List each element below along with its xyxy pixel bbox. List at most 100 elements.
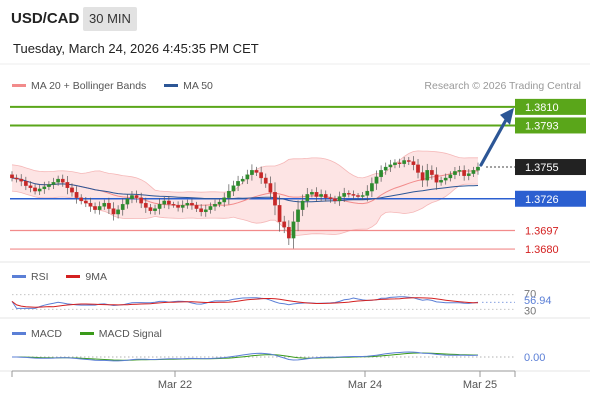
symbol-title: USD/CAD <box>11 10 80 27</box>
candle-body <box>259 172 263 179</box>
candle-body <box>60 178 65 183</box>
macd-line <box>12 351 479 362</box>
candle-body <box>383 166 388 171</box>
candle-body <box>88 202 93 207</box>
candle-body <box>263 177 268 184</box>
rsi-30-label: 30 <box>524 305 536 317</box>
legend-rsi-label: RSI <box>31 271 49 283</box>
candle-body <box>143 202 148 208</box>
candle-body <box>70 187 74 193</box>
timeframe-button[interactable]: 30 MIN <box>83 7 137 31</box>
candle-body <box>14 177 19 180</box>
candle-body <box>74 192 79 198</box>
candle-body <box>393 162 397 165</box>
resistance-label-box <box>515 117 586 134</box>
candle-body <box>227 190 231 198</box>
bollinger-band-area <box>12 150 478 236</box>
candle-body <box>439 180 443 183</box>
candle-body <box>319 194 323 197</box>
chart-header: USD/CAD 30 MIN Tuesday, March 24, 2026 4… <box>0 0 590 64</box>
candle-body <box>231 185 236 192</box>
candle-body <box>328 197 333 199</box>
candle-body <box>397 162 402 164</box>
candle-body <box>420 172 425 181</box>
candle-body <box>199 208 204 213</box>
candle-body <box>337 196 342 202</box>
candle-body <box>296 209 300 222</box>
candle-body <box>139 197 144 204</box>
candle-body <box>310 192 314 195</box>
candle-body <box>379 170 383 178</box>
rsi-70-label: 70 <box>524 289 536 301</box>
pivot-label: 1.3726 <box>525 194 559 206</box>
candle-body <box>434 174 439 183</box>
support-label: 1.3680 <box>525 244 559 256</box>
x-tick-label: Mar 22 <box>158 379 192 391</box>
candle-body <box>286 227 291 239</box>
candle-body <box>471 170 476 174</box>
candle-body <box>443 177 448 181</box>
candle-body <box>466 173 471 176</box>
legend-swatch-ma20 <box>12 83 26 87</box>
candle-body <box>93 206 97 210</box>
candle-body <box>370 183 374 192</box>
candle-body <box>351 194 356 196</box>
candle-body <box>51 182 56 185</box>
candle-body <box>153 208 157 211</box>
candle-body <box>425 170 430 181</box>
candle-body <box>323 194 328 198</box>
candle-body <box>388 164 393 168</box>
legend-swatch-rsi <box>12 274 26 278</box>
candle-body <box>268 183 273 193</box>
candle-body <box>190 202 194 206</box>
candle-body <box>167 200 171 205</box>
candle-body <box>254 170 259 173</box>
forecast-arrowhead <box>500 107 514 125</box>
candle-body <box>157 204 162 209</box>
macd-legend: MACD MACD Signal <box>12 328 162 340</box>
candle-body <box>402 160 407 164</box>
rsi-9ma-line <box>11 297 478 308</box>
forecast-arrow <box>479 118 508 167</box>
x-tick-label: Mar 25 <box>463 379 497 391</box>
candle-body <box>111 208 116 215</box>
pivot-label-box <box>515 190 586 207</box>
legend-ma20-label: MA 20 + Bollinger Bands <box>31 80 147 92</box>
candle-body <box>28 185 33 188</box>
candle-body <box>79 197 84 202</box>
legend-9ma-label: 9MA <box>85 271 107 283</box>
candle-body <box>448 174 453 179</box>
timestamp: Tuesday, March 24, 2026 4:45:35 PM CET <box>13 41 259 56</box>
rsi-value-label: 56.94 <box>524 295 552 307</box>
candle-body <box>305 194 310 202</box>
candle-body <box>107 202 111 209</box>
candle-body <box>346 193 351 195</box>
candle-body <box>176 205 180 208</box>
legend-swatch-macd <box>12 331 26 335</box>
candle-body <box>203 209 208 213</box>
candle-body <box>208 206 213 210</box>
macd-signal-line <box>12 352 478 361</box>
candle-body <box>134 195 139 198</box>
macd-value-label: 0.00 <box>524 352 545 364</box>
last-price-label: 1.3755 <box>525 162 559 174</box>
candle-body <box>37 188 42 192</box>
candle-body <box>356 195 360 197</box>
candle-body <box>185 202 190 206</box>
legend-macd-signal-label: MACD Signal <box>98 328 162 340</box>
candle-body <box>300 200 305 210</box>
copyright-text: Research © 2026 Trading Central <box>424 80 581 92</box>
candle-body <box>42 186 47 190</box>
candle-body <box>457 170 462 172</box>
resistance-label-box <box>515 98 586 115</box>
candle-body <box>102 202 107 207</box>
x-tick-label: Mar 24 <box>348 379 382 391</box>
resistance-label: 1.3810 <box>525 102 559 114</box>
candles <box>10 156 480 249</box>
candle-body <box>314 192 319 197</box>
candle-body <box>277 205 282 222</box>
candle-body <box>148 207 153 211</box>
candle-body <box>23 181 28 186</box>
candle-body <box>162 200 167 205</box>
